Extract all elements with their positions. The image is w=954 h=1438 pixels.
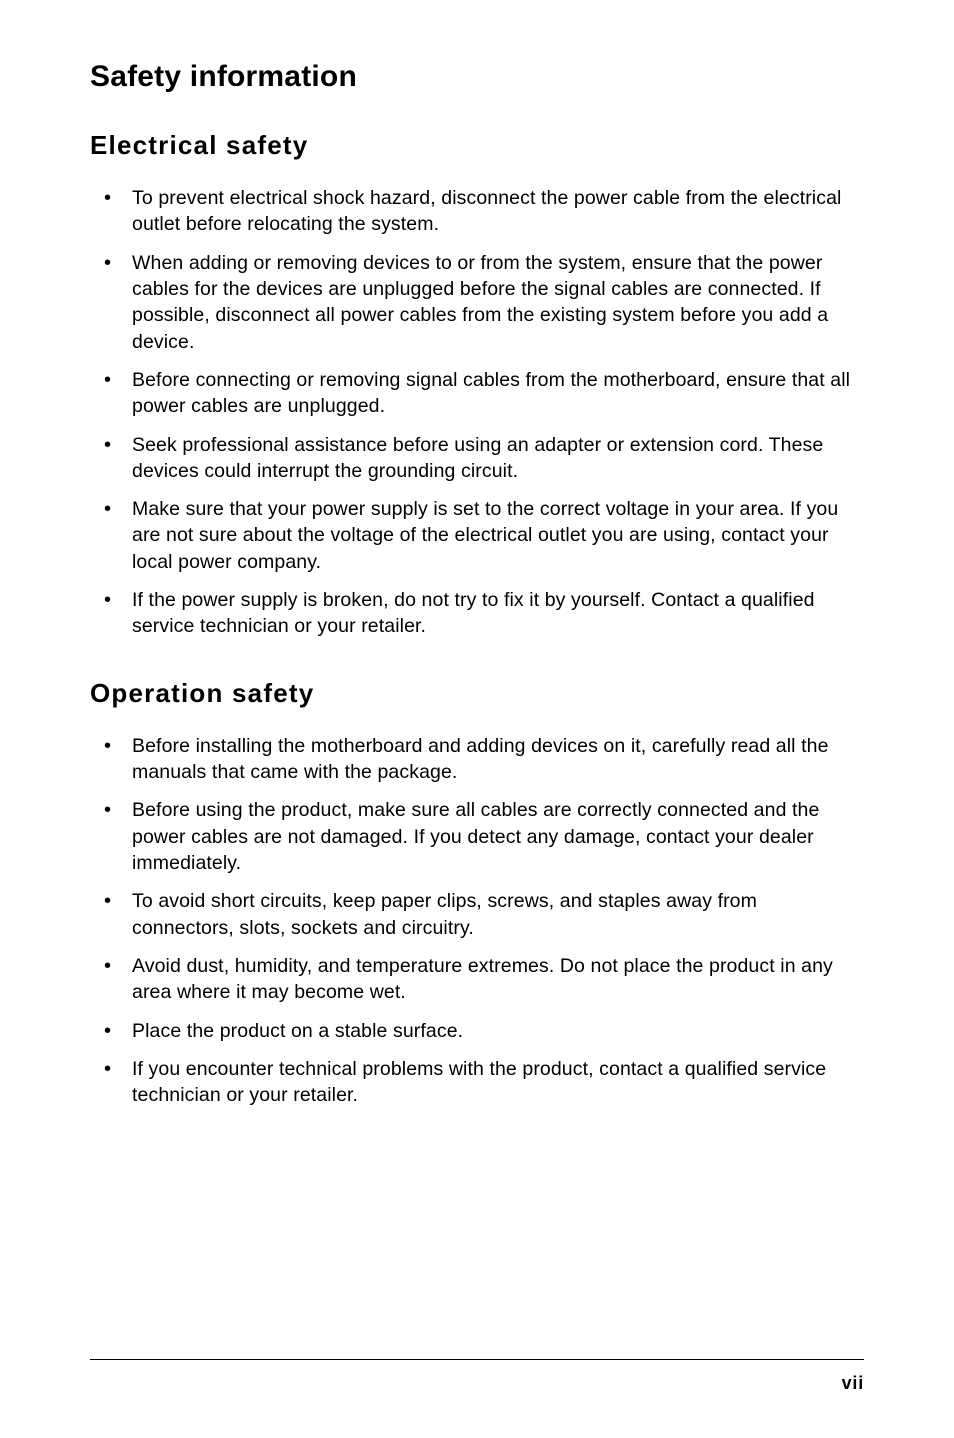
bullet-list: Before installing the motherboard and ad… — [90, 733, 864, 1109]
list-item: Avoid dust, humidity, and temperature ex… — [90, 953, 864, 1006]
list-item: If you encounter technical problems with… — [90, 1056, 864, 1109]
list-item: Before using the product, make sure all … — [90, 797, 864, 876]
list-item: Before connecting or removing signal cab… — [90, 367, 864, 420]
section-heading: Operation safety — [90, 678, 864, 709]
list-item: Before installing the motherboard and ad… — [90, 733, 864, 786]
page-number: vii — [842, 1373, 864, 1394]
list-item: To avoid short circuits, keep paper clip… — [90, 888, 864, 941]
list-item: When adding or removing devices to or fr… — [90, 250, 864, 355]
list-item: To prevent electrical shock hazard, disc… — [90, 185, 864, 238]
list-item: Seek professional assistance before usin… — [90, 432, 864, 485]
footer-divider — [90, 1359, 864, 1360]
section-electrical-safety: Electrical safety To prevent electrical … — [90, 130, 864, 640]
section-operation-safety: Operation safety Before installing the m… — [90, 678, 864, 1109]
page-title: Safety information — [90, 60, 864, 94]
bullet-list: To prevent electrical shock hazard, disc… — [90, 185, 864, 640]
list-item: Make sure that your power supply is set … — [90, 496, 864, 575]
list-item: If the power supply is broken, do not tr… — [90, 587, 864, 640]
section-heading: Electrical safety — [90, 130, 864, 161]
list-item: Place the product on a stable surface. — [90, 1018, 864, 1044]
